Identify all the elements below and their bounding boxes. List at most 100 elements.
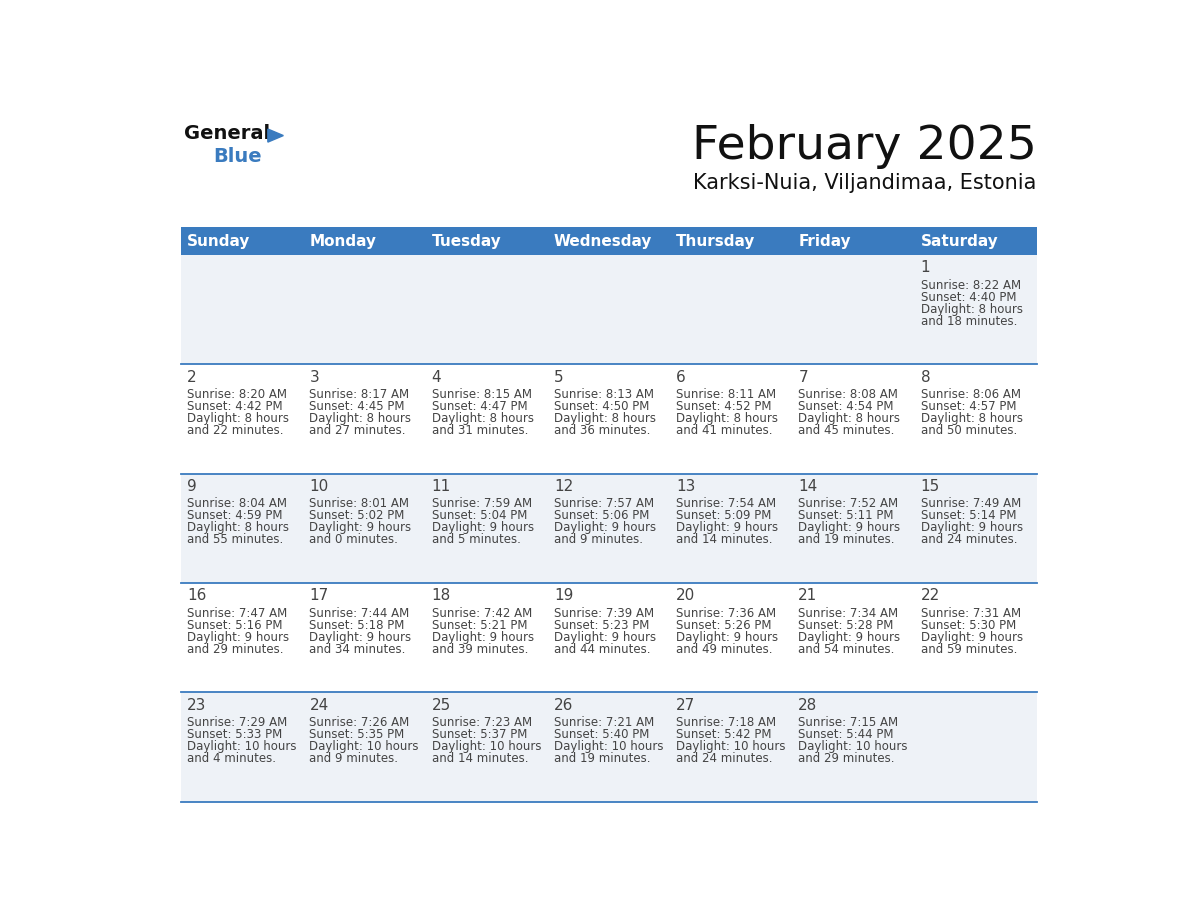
Text: Daylight: 10 hours: Daylight: 10 hours xyxy=(188,740,297,753)
Text: Sunrise: 7:57 AM: Sunrise: 7:57 AM xyxy=(554,498,653,510)
Text: Sunrise: 7:44 AM: Sunrise: 7:44 AM xyxy=(309,607,410,620)
Text: Sunset: 5:09 PM: Sunset: 5:09 PM xyxy=(676,509,771,522)
Text: and 22 minutes.: and 22 minutes. xyxy=(188,424,284,437)
Text: 17: 17 xyxy=(309,588,329,603)
Text: 3: 3 xyxy=(309,370,320,385)
Text: Sunrise: 7:59 AM: Sunrise: 7:59 AM xyxy=(431,498,532,510)
Text: and 59 minutes.: and 59 minutes. xyxy=(921,643,1017,655)
Text: 6: 6 xyxy=(676,370,685,385)
Text: Sunset: 5:26 PM: Sunset: 5:26 PM xyxy=(676,619,771,632)
Text: 15: 15 xyxy=(921,479,940,494)
Bar xyxy=(181,583,1037,692)
Text: Daylight: 8 hours: Daylight: 8 hours xyxy=(188,521,289,534)
Text: 13: 13 xyxy=(676,479,695,494)
Text: and 29 minutes.: and 29 minutes. xyxy=(188,643,284,655)
Text: Daylight: 9 hours: Daylight: 9 hours xyxy=(921,631,1023,644)
Text: Sunrise: 7:18 AM: Sunrise: 7:18 AM xyxy=(676,716,776,729)
Text: February 2025: February 2025 xyxy=(691,124,1037,169)
Text: Daylight: 9 hours: Daylight: 9 hours xyxy=(309,631,411,644)
Text: Sunrise: 7:26 AM: Sunrise: 7:26 AM xyxy=(309,716,410,729)
Text: and 24 minutes.: and 24 minutes. xyxy=(676,752,772,765)
Text: and 14 minutes.: and 14 minutes. xyxy=(431,752,529,765)
Text: General: General xyxy=(184,124,271,143)
Text: 9: 9 xyxy=(188,479,197,494)
Text: Daylight: 9 hours: Daylight: 9 hours xyxy=(921,521,1023,534)
Text: Daylight: 10 hours: Daylight: 10 hours xyxy=(676,740,785,753)
Text: Daylight: 8 hours: Daylight: 8 hours xyxy=(798,412,901,425)
Text: and 5 minutes.: and 5 minutes. xyxy=(431,533,520,546)
Text: Daylight: 9 hours: Daylight: 9 hours xyxy=(554,521,656,534)
Text: Blue: Blue xyxy=(214,147,263,166)
Bar xyxy=(181,692,1037,801)
Text: Daylight: 8 hours: Daylight: 8 hours xyxy=(921,412,1023,425)
Text: Sunset: 4:57 PM: Sunset: 4:57 PM xyxy=(921,400,1016,413)
Text: Saturday: Saturday xyxy=(921,233,998,249)
Text: Sunset: 5:04 PM: Sunset: 5:04 PM xyxy=(431,509,527,522)
Bar xyxy=(181,474,1037,583)
Text: Daylight: 10 hours: Daylight: 10 hours xyxy=(431,740,541,753)
Text: Sunday: Sunday xyxy=(188,233,251,249)
Text: and 41 minutes.: and 41 minutes. xyxy=(676,424,772,437)
Text: 25: 25 xyxy=(431,698,451,712)
Text: and 55 minutes.: and 55 minutes. xyxy=(188,533,284,546)
Text: 23: 23 xyxy=(188,698,207,712)
Text: Sunrise: 7:31 AM: Sunrise: 7:31 AM xyxy=(921,607,1020,620)
Text: and 24 minutes.: and 24 minutes. xyxy=(921,533,1017,546)
Text: Sunset: 5:18 PM: Sunset: 5:18 PM xyxy=(309,619,405,632)
Text: Daylight: 9 hours: Daylight: 9 hours xyxy=(309,521,411,534)
Text: 28: 28 xyxy=(798,698,817,712)
Text: Sunrise: 8:11 AM: Sunrise: 8:11 AM xyxy=(676,388,776,401)
Text: Daylight: 9 hours: Daylight: 9 hours xyxy=(431,521,533,534)
Text: Sunset: 5:11 PM: Sunset: 5:11 PM xyxy=(798,509,893,522)
Text: Sunset: 5:30 PM: Sunset: 5:30 PM xyxy=(921,619,1016,632)
Text: Sunset: 5:23 PM: Sunset: 5:23 PM xyxy=(554,619,649,632)
Text: Sunrise: 7:34 AM: Sunrise: 7:34 AM xyxy=(798,607,898,620)
Text: 19: 19 xyxy=(554,588,574,603)
Bar xyxy=(181,255,1037,364)
Text: and 34 minutes.: and 34 minutes. xyxy=(309,643,406,655)
Text: Daylight: 8 hours: Daylight: 8 hours xyxy=(554,412,656,425)
Text: Daylight: 8 hours: Daylight: 8 hours xyxy=(431,412,533,425)
Text: Sunrise: 8:20 AM: Sunrise: 8:20 AM xyxy=(188,388,287,401)
Text: and 29 minutes.: and 29 minutes. xyxy=(798,752,895,765)
Text: 2: 2 xyxy=(188,370,197,385)
Text: 18: 18 xyxy=(431,588,451,603)
Text: and 4 minutes.: and 4 minutes. xyxy=(188,752,276,765)
Text: Thursday: Thursday xyxy=(676,233,756,249)
Text: Sunset: 5:21 PM: Sunset: 5:21 PM xyxy=(431,619,527,632)
Text: 26: 26 xyxy=(554,698,574,712)
Text: Daylight: 8 hours: Daylight: 8 hours xyxy=(676,412,778,425)
Text: Sunrise: 7:36 AM: Sunrise: 7:36 AM xyxy=(676,607,776,620)
Text: Sunrise: 8:22 AM: Sunrise: 8:22 AM xyxy=(921,279,1020,292)
Text: 27: 27 xyxy=(676,698,695,712)
Text: Sunset: 5:42 PM: Sunset: 5:42 PM xyxy=(676,728,771,741)
Text: Sunset: 5:37 PM: Sunset: 5:37 PM xyxy=(431,728,527,741)
Text: 1: 1 xyxy=(921,261,930,275)
Text: Sunrise: 8:01 AM: Sunrise: 8:01 AM xyxy=(309,498,410,510)
Text: 4: 4 xyxy=(431,370,441,385)
Bar xyxy=(181,227,1037,255)
Text: Sunset: 4:40 PM: Sunset: 4:40 PM xyxy=(921,291,1016,304)
Text: and 50 minutes.: and 50 minutes. xyxy=(921,424,1017,437)
Text: Sunset: 5:28 PM: Sunset: 5:28 PM xyxy=(798,619,893,632)
Text: Daylight: 9 hours: Daylight: 9 hours xyxy=(676,521,778,534)
Text: 12: 12 xyxy=(554,479,573,494)
Text: Sunrise: 7:15 AM: Sunrise: 7:15 AM xyxy=(798,716,898,729)
Text: Sunrise: 7:47 AM: Sunrise: 7:47 AM xyxy=(188,607,287,620)
Text: and 27 minutes.: and 27 minutes. xyxy=(309,424,406,437)
Text: and 14 minutes.: and 14 minutes. xyxy=(676,533,772,546)
Text: and 31 minutes.: and 31 minutes. xyxy=(431,424,527,437)
Text: Daylight: 8 hours: Daylight: 8 hours xyxy=(309,412,411,425)
Text: Sunrise: 8:08 AM: Sunrise: 8:08 AM xyxy=(798,388,898,401)
Text: Sunset: 5:33 PM: Sunset: 5:33 PM xyxy=(188,728,283,741)
Text: 10: 10 xyxy=(309,479,329,494)
Text: Daylight: 8 hours: Daylight: 8 hours xyxy=(188,412,289,425)
Text: Daylight: 8 hours: Daylight: 8 hours xyxy=(921,303,1023,316)
Text: 24: 24 xyxy=(309,698,329,712)
Text: 11: 11 xyxy=(431,479,451,494)
Text: Sunset: 4:59 PM: Sunset: 4:59 PM xyxy=(188,509,283,522)
Text: and 39 minutes.: and 39 minutes. xyxy=(431,643,527,655)
Text: 20: 20 xyxy=(676,588,695,603)
Text: and 36 minutes.: and 36 minutes. xyxy=(554,424,650,437)
Text: and 9 minutes.: and 9 minutes. xyxy=(554,533,643,546)
